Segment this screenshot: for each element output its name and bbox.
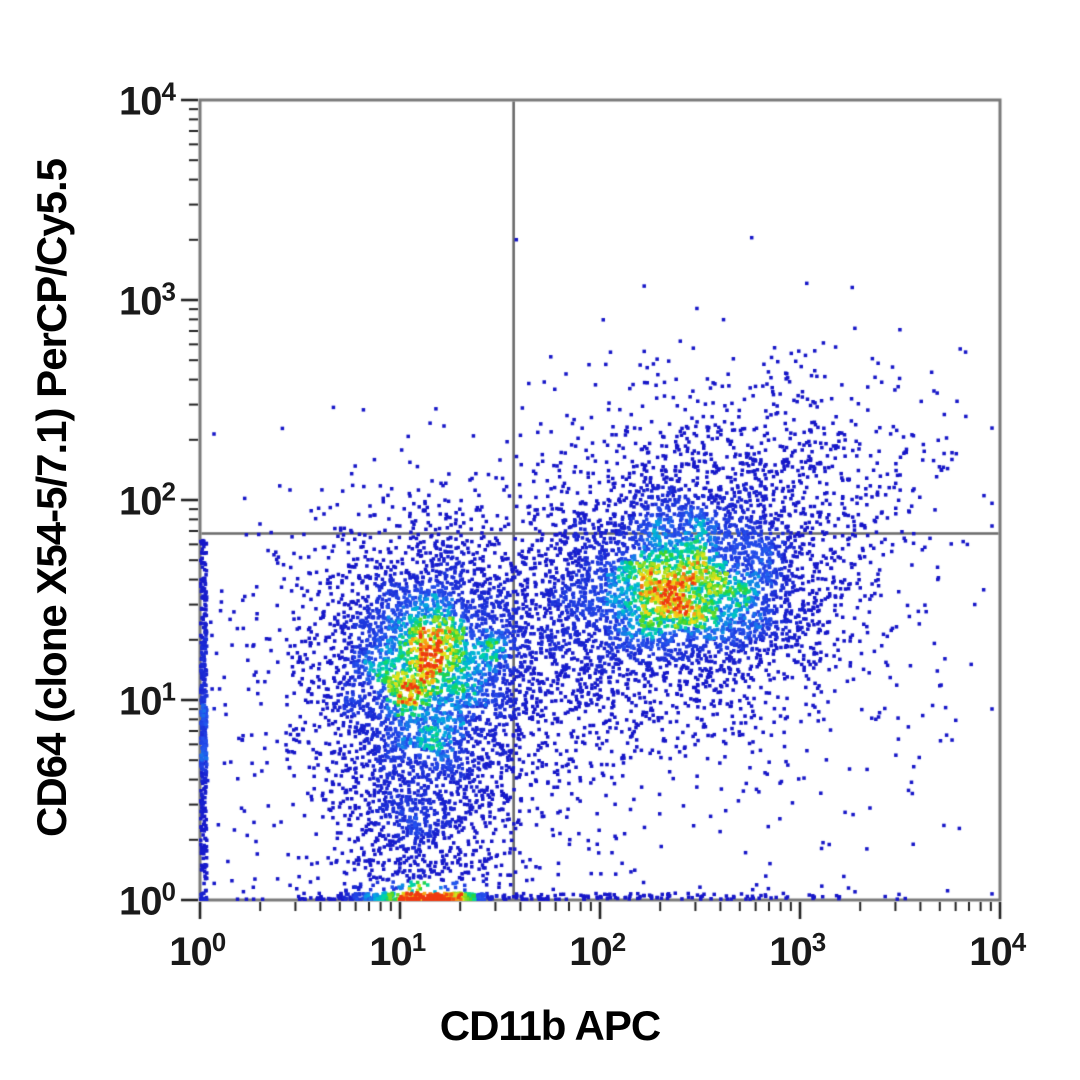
y-tick-label-1e0: 100: [119, 876, 176, 924]
x-axis-title: CD11b APC: [439, 1002, 662, 1049]
y-tick-label-1e4: 104: [119, 76, 176, 124]
x-tick-label-1e0: 100: [169, 927, 227, 974]
x-tick-label-1e3: 103: [769, 927, 827, 974]
x-tick-label-1e4: 104: [969, 927, 1027, 974]
x-tick-label-1e1: 101: [369, 927, 427, 974]
y-tick-label-1e2: 102: [119, 476, 176, 524]
y-tick-label-1e3: 103: [119, 276, 176, 324]
x-tick-label-1e2: 102: [569, 927, 627, 974]
y-tick-label-1e1: 101: [119, 676, 176, 724]
